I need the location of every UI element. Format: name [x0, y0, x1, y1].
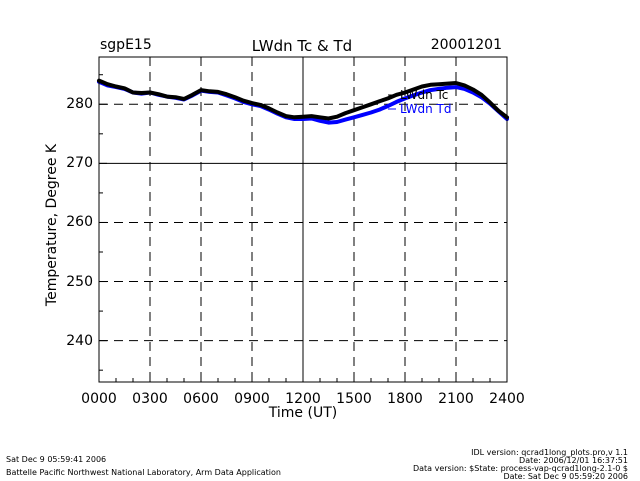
- x-tick-label: 0000: [81, 391, 117, 407]
- x-axis-label: Time (UT): [268, 405, 338, 421]
- footer-data-version: Data version: $State: process-vap-qcrad1…: [412, 464, 628, 473]
- legend-label: LWdn Td: [400, 102, 451, 116]
- y-tick-label: 270: [66, 155, 93, 172]
- y-tick-label: 250: [66, 273, 93, 290]
- y-tick-label: 240: [66, 332, 93, 349]
- y-axis-label: Temperature, Degree K: [44, 143, 60, 307]
- x-tick-label: 0900: [234, 391, 270, 407]
- series-line-lwdn-tc: [97, 78, 509, 121]
- plot-frame: [98, 56, 508, 383]
- chart-title: LWdn Tc & Td: [251, 37, 353, 55]
- legend-label: LWdn Tc: [400, 88, 448, 102]
- footer-data-date: Date: Sat Dec 9 05:59:20 2006: [503, 472, 628, 481]
- x-tick-label: 1200: [285, 391, 321, 407]
- footer-lab: Battelle Pacific Northwest National Labo…: [6, 468, 281, 477]
- footer-idl-version: IDL version: qcrad1long_plots.pro,v 1.1: [471, 448, 628, 457]
- x-tick-label: 2100: [438, 391, 474, 407]
- date-label: 20001201: [430, 37, 502, 53]
- x-tick-label: 1500: [336, 391, 372, 407]
- x-tick-label: 1800: [387, 391, 423, 407]
- footer-date-line: Date: 2006/12/01 16:37:51: [519, 456, 628, 465]
- x-tick-label: 0300: [132, 391, 168, 407]
- footer-run-time: Sat Dec 9 05:59:41 2006: [6, 455, 107, 464]
- y-tick-label: 280: [66, 96, 93, 113]
- series-layer: [97, 78, 509, 125]
- y-tick-label: 260: [66, 214, 93, 231]
- x-tick-label: 2400: [489, 391, 525, 407]
- grid-layer: [98, 57, 508, 382]
- station-label: sgpE15: [100, 37, 152, 53]
- x-tick-label: 0600: [183, 391, 219, 407]
